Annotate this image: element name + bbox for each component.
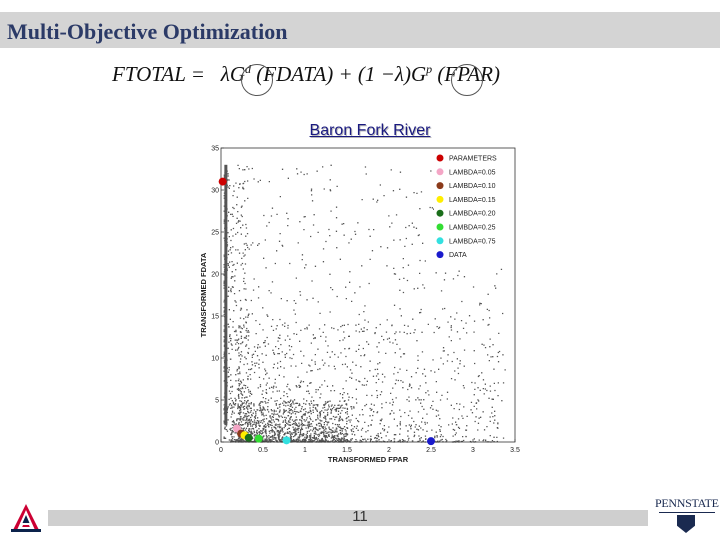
legend-box	[434, 150, 512, 268]
plot-frame	[220, 147, 516, 443]
y-tick-label: 20	[211, 272, 219, 279]
footer-bar	[48, 510, 648, 526]
y-tick-label: 15	[211, 314, 219, 321]
series-marker	[244, 433, 253, 442]
legend-label: LAMBDA=0.20	[449, 211, 496, 218]
legend-swatch	[436, 223, 444, 231]
pennstate-shield-icon	[677, 515, 695, 533]
legend-label: LAMBDA=0.05	[449, 169, 496, 176]
pennstate-logo: PENNSTATE	[655, 496, 719, 534]
x-tick-label: 3	[471, 447, 475, 454]
x-tick-label: 2	[387, 447, 391, 454]
series-marker	[254, 434, 263, 443]
lambda-highlight-circle-1	[241, 64, 273, 96]
legend-swatch	[436, 237, 444, 245]
legend-label: DATA	[449, 252, 467, 259]
legend: PARAMETERS LAMBDA=0.05 LAMBDA=0.10 LAMBDA=0…	[434, 150, 512, 268]
eq-plus: +	[338, 62, 353, 86]
legend-swatch	[436, 168, 444, 176]
lambda-highlight-circle-2	[451, 64, 483, 96]
title-bar	[0, 12, 720, 48]
parameter-cloud	[223, 164, 508, 443]
pennstate-rule	[659, 512, 715, 513]
slide-title: Multi-Objective Optimization	[7, 19, 288, 44]
y-tick-label: 30	[211, 188, 219, 195]
x-tick-label: 0.5	[258, 447, 268, 454]
legend-label: LAMBDA=0.10	[449, 183, 496, 190]
legend-label: LAMBDA=0.15	[449, 197, 496, 204]
x-axis-label: TRANSFORMED FPAR	[328, 455, 409, 464]
y-tick-label: 5	[215, 398, 219, 405]
x-tick-label: 3.5	[510, 447, 520, 454]
page-number: 11	[352, 508, 368, 525]
y-tick-label: 25	[211, 230, 219, 237]
parameter-dense-band	[224, 164, 228, 426]
objective-equation: FTOTAL = λGd (FDATA) + (1 −λ)Gp (FPAR)	[112, 62, 500, 87]
legend-swatch	[436, 251, 444, 259]
y-axis-label: TRANSFORMED FDATA	[199, 252, 208, 337]
y-tick-label: 35	[211, 146, 219, 153]
eq-g2-sup: p	[426, 62, 433, 76]
legend-swatch	[436, 209, 444, 217]
university-logo	[11, 504, 41, 532]
y-tick-label: 0	[215, 440, 219, 447]
eq-lambda-2: λ	[394, 62, 404, 86]
series-marker	[282, 436, 291, 445]
eq-g2: G	[410, 62, 427, 86]
legend-swatch	[436, 182, 444, 190]
x-tick-label: 2.5	[426, 447, 436, 454]
eq-paren-open: (1 −	[357, 62, 395, 86]
x-tick-label: 1	[303, 447, 307, 454]
eq-equals: =	[190, 62, 205, 86]
scatter-chart: 0 0.5 1 1.5 2 2.5 3 3.5 0 5 10 15 20 25 30 35 PARAMETER…	[199, 146, 520, 465]
y-tick-label: 10	[211, 356, 219, 363]
legend-swatch	[436, 195, 444, 203]
legend-label: LAMBDA=0.75	[449, 238, 496, 245]
series-markers	[218, 177, 435, 446]
series-marker	[218, 177, 227, 186]
parameter-points	[223, 164, 508, 443]
eq-paren-close: )	[403, 62, 411, 86]
series-marker	[427, 437, 435, 446]
x-tick-label: 0	[219, 447, 223, 454]
eq-lhs: FTOTAL	[112, 62, 186, 86]
legend-label: LAMBDA=0.25	[449, 225, 496, 232]
pennstate-wordmark: PENNSTATE	[655, 496, 719, 510]
eq-lambda-1: λ	[220, 62, 230, 86]
x-tick-label: 1.5	[342, 447, 352, 454]
legend-label: PARAMETERS	[449, 156, 497, 163]
chart-title: Baron Fork River	[309, 122, 431, 139]
legend-swatch	[436, 154, 444, 162]
